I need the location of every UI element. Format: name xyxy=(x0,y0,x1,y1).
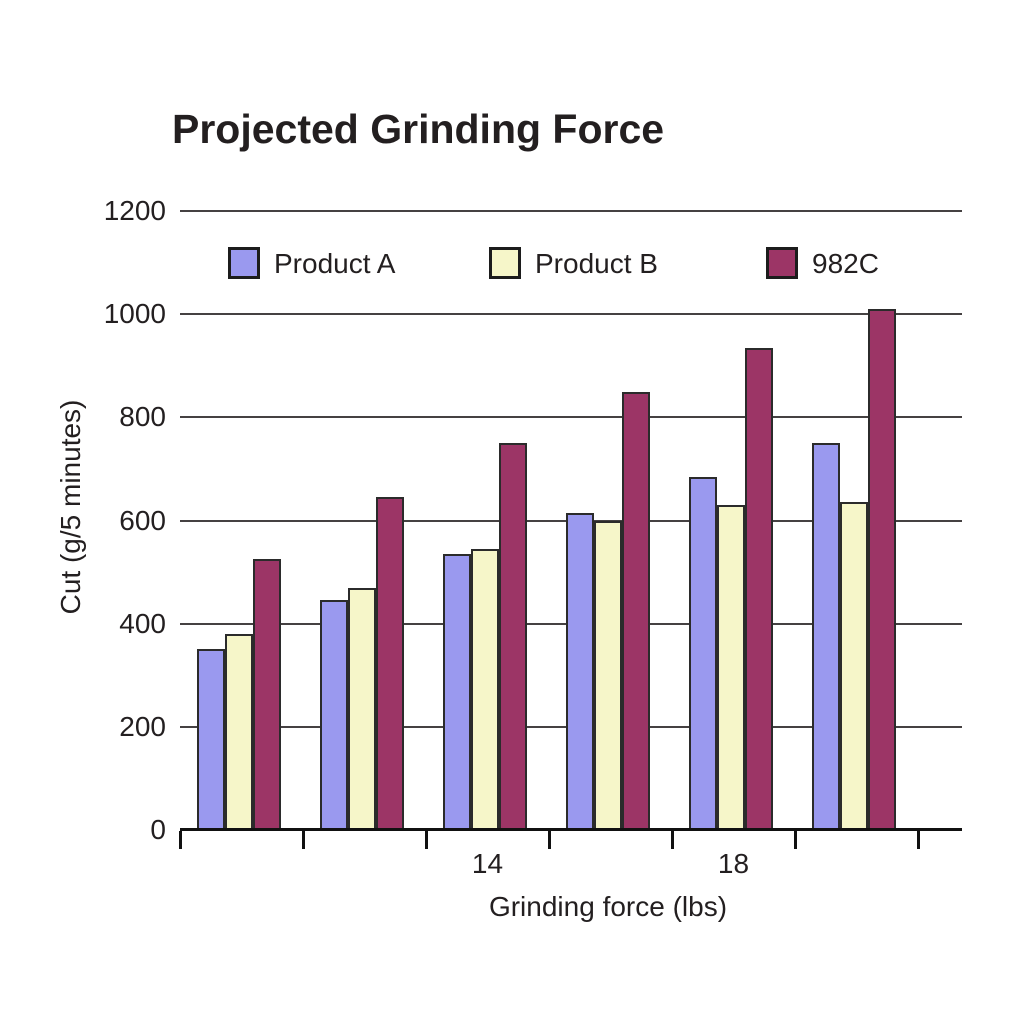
y-tick-label-400: 400 xyxy=(119,607,166,639)
bar-product-a-group3 xyxy=(443,554,471,831)
legend-swatch-product-b xyxy=(489,247,521,279)
x-axis-title: Grinding force (lbs) xyxy=(488,891,728,922)
bar-product-a-group6 xyxy=(812,443,840,831)
x-tick-3 xyxy=(548,831,551,849)
legend-label-product-a: Product A xyxy=(274,248,396,279)
chart-title: Projected Grinding Force xyxy=(172,106,665,152)
bar-product-a-group1 xyxy=(197,649,225,831)
x-tick-4 xyxy=(671,831,674,849)
x-tick-6 xyxy=(917,831,920,849)
x-tick-1 xyxy=(302,831,305,849)
legend-label-982c: 982C xyxy=(812,248,879,279)
gridline-800 xyxy=(180,416,962,419)
bar-product-a-group4 xyxy=(566,512,594,831)
gridline-1200 xyxy=(180,210,962,212)
legend-swatch-982c xyxy=(766,247,798,279)
x-tick-2 xyxy=(425,831,428,849)
x-tick-5 xyxy=(794,831,797,849)
legend-swatch-product-a xyxy=(228,247,260,279)
bar-982c-group5 xyxy=(745,347,773,831)
x-axis-line xyxy=(180,828,962,831)
bar-982c-group4 xyxy=(622,391,650,831)
y-tick-label-600: 600 xyxy=(119,504,166,536)
y-tick-label-800: 800 xyxy=(119,401,166,433)
bar-product-b-group6 xyxy=(840,502,868,831)
bar-982c-group2 xyxy=(376,497,404,831)
bar-product-b-group3 xyxy=(471,548,499,831)
x-tick-label-18: 18 xyxy=(717,848,750,879)
bar-982c-group1 xyxy=(253,559,281,831)
x-tick-label-14: 14 xyxy=(471,848,504,879)
x-tick-0 xyxy=(179,831,182,849)
bar-product-b-group2 xyxy=(348,587,376,831)
bar-product-b-group4 xyxy=(594,520,622,831)
gridline-1000 xyxy=(180,313,962,316)
y-tick-label-1200: 1200 xyxy=(103,195,166,226)
bar-product-a-group5 xyxy=(689,476,717,831)
bar-product-b-group5 xyxy=(717,505,745,831)
bar-982c-group3 xyxy=(499,443,527,831)
bar-982c-group6 xyxy=(868,309,896,831)
y-tick-label-200: 200 xyxy=(119,710,166,742)
y-tick-label-0: 0 xyxy=(150,814,166,845)
bar-product-b-group1 xyxy=(225,633,253,831)
legend-label-product-b: Product B xyxy=(535,248,658,279)
y-tick-label-1000: 1000 xyxy=(103,298,166,330)
bar-product-a-group2 xyxy=(320,600,348,831)
